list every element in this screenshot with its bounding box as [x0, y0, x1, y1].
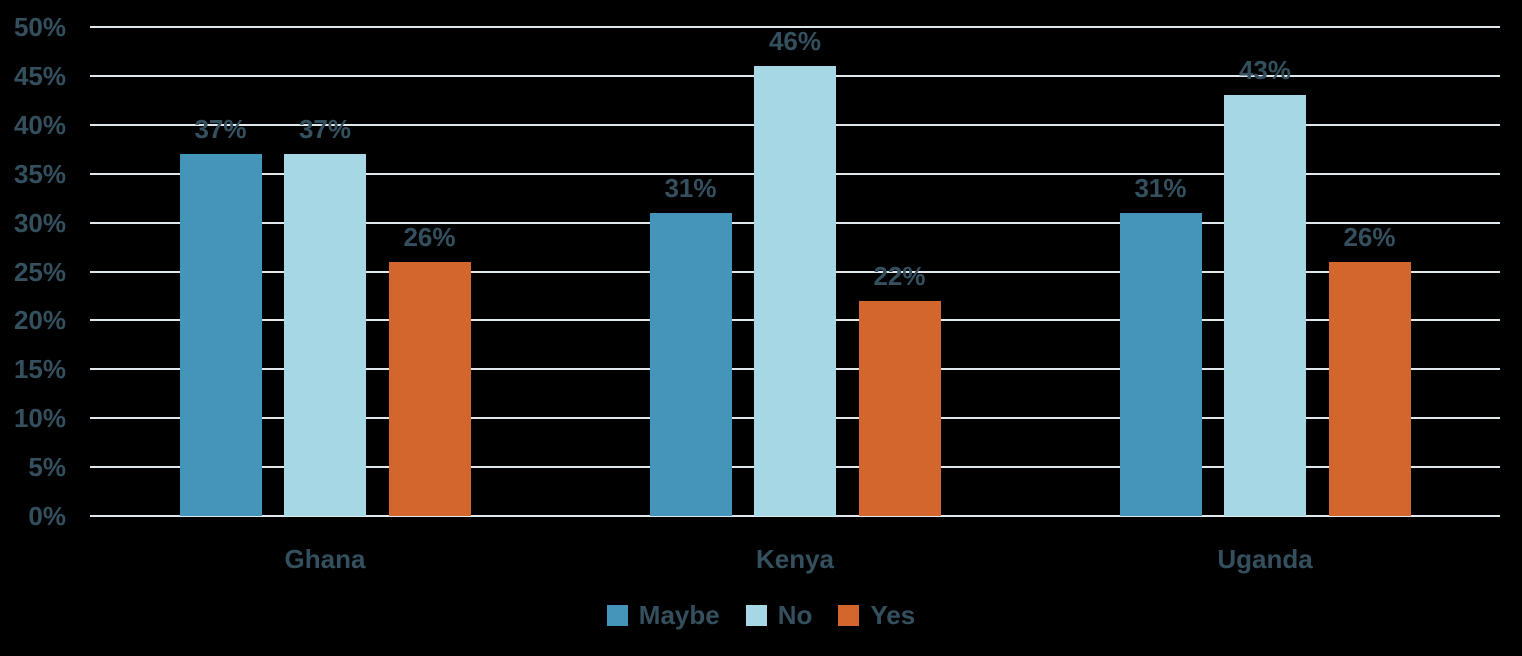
legend-swatch [745, 605, 767, 626]
y-axis-tick-label: 40% [13, 109, 66, 140]
y-axis-tick-label: 30% [13, 207, 66, 238]
y-axis-tick-label: 25% [13, 256, 66, 287]
legend-item: Maybe [606, 600, 720, 631]
bar [1328, 261, 1411, 516]
legend-item: Yes [838, 600, 915, 631]
category-label: Uganda [1217, 544, 1313, 574]
y-axis-tick-label: 45% [13, 60, 66, 91]
bar [858, 300, 941, 516]
y-axis-tick-label: 10% [13, 403, 66, 434]
bar-value-label: 26% [403, 221, 456, 252]
gridline [90, 26, 1500, 28]
bar [1224, 95, 1306, 516]
bar-value-label: 43% [1238, 55, 1292, 86]
y-axis-tick-label: 35% [13, 158, 66, 189]
category-label: Ghana [284, 544, 366, 574]
y-axis-tick-label: 50% [13, 12, 66, 42]
y-axis-tick-label: 0% [28, 501, 66, 531]
legend-swatch [606, 605, 628, 626]
bar [754, 66, 836, 516]
legend-item: No [745, 600, 813, 631]
legend-label: No [777, 600, 813, 630]
legend-label: Maybe [638, 600, 720, 630]
bar [1119, 212, 1202, 516]
category-label: Kenya [755, 544, 835, 574]
legend: Maybe No Yes [0, 600, 1522, 631]
bar-value-label: 31% [664, 172, 717, 203]
y-axis-tick-label: 20% [13, 305, 66, 336]
bar-value-label: 22% [873, 260, 926, 291]
y-axis-tick-label: 5% [28, 452, 66, 483]
bar [388, 261, 471, 516]
bar-value-label: 31% [1134, 172, 1187, 203]
bar-value-label: 37% [298, 114, 352, 145]
bar-value-label: 26% [1343, 221, 1396, 252]
legend-swatch [838, 605, 860, 626]
bar [179, 154, 262, 516]
legend-label: Yes [870, 600, 916, 630]
bar [284, 154, 366, 516]
y-axis-tick-label: 15% [13, 354, 66, 385]
bar-value-label: 46% [768, 26, 822, 57]
bar-value-label: 37% [194, 114, 247, 145]
bar [649, 212, 732, 516]
gridline [90, 515, 1500, 517]
